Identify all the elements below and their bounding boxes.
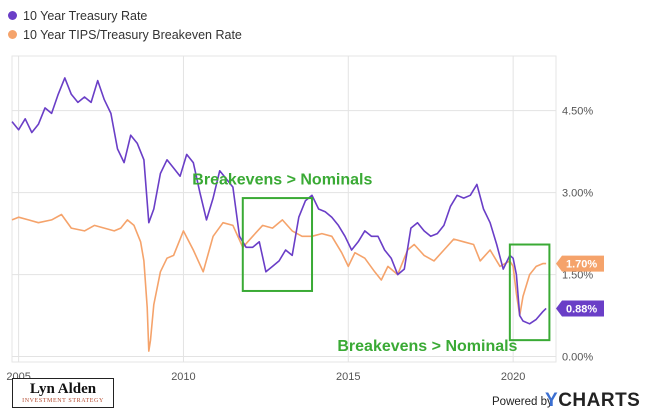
legend-swatch-treasury: [8, 11, 17, 20]
legend-swatch-breakeven: [8, 30, 17, 39]
y-tick-label: 3.00%: [562, 188, 593, 200]
logo-name: Lyn Alden: [29, 381, 97, 397]
annotation-label: Breakevens > Nominals: [337, 338, 517, 355]
plot-frame: [11, 55, 557, 363]
legend-label-breakeven: 10 Year TIPS/Treasury Breakeven Rate: [23, 27, 242, 42]
legend-label-treasury: 10 Year Treasury Rate: [23, 8, 148, 23]
end-value-label-treasury: 0.88%: [566, 303, 597, 315]
legend-item-treasury[interactable]: 10 Year Treasury Rate: [8, 6, 242, 25]
end-value-label-breakeven: 1.70%: [566, 259, 597, 271]
y-tick-label: 1.50%: [562, 270, 593, 282]
x-tick-label: 2015: [336, 371, 360, 383]
annotation-label: Breakevens > Nominals: [192, 171, 372, 188]
ycharts-logo[interactable]: YCHARTS: [545, 390, 640, 412]
end-value-badge-breakeven: [556, 255, 604, 272]
ycharts-logo-y: Y: [545, 390, 559, 411]
powered-by-text: Powered by: [492, 396, 553, 408]
logo-subtitle: INVESTMENT STRATEGY: [22, 398, 104, 404]
x-tick-label: 2010: [171, 371, 195, 383]
x-tick-label: 2020: [501, 371, 525, 383]
y-tick-label: 4.50%: [562, 106, 593, 118]
series-line-treasury: [11, 77, 547, 325]
highlight-box: [241, 197, 314, 292]
ycharts-logo-text: CHARTS: [558, 390, 641, 411]
legend-item-breakeven[interactable]: 10 Year TIPS/Treasury Breakeven Rate: [8, 25, 242, 44]
legend: 10 Year Treasury Rate 10 Year TIPS/Treas…: [8, 6, 242, 44]
highlight-box: [508, 243, 551, 342]
end-value-badge-treasury: [556, 300, 604, 317]
series-line-breakeven: [11, 213, 547, 352]
y-tick-label: 0.00%: [562, 352, 593, 364]
lyn-alden-logo: Lyn Alden INVESTMENT STRATEGY: [12, 378, 114, 408]
